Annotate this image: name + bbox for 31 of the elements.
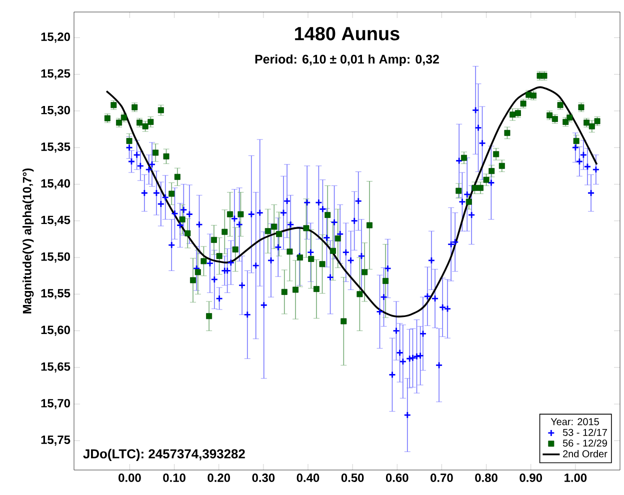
legend-label: 56 - 12/29 [562,439,607,447]
y-tick-label: 15,55 [41,289,70,300]
text: 1480 Aunus [295,26,400,40]
x-tick-label: 0.60 [386,474,408,482]
x-tick-label: 0.10 [163,474,186,482]
y-tick-label: 15,70 [41,398,70,410]
x-tick-label: 0.90 [520,474,542,482]
y-tick-label: 15,45 [41,216,70,226]
y-tick-label: 15,75 [41,436,70,446]
y-tick-label: 15,35 [41,142,70,153]
x-tick-label: 0.20 [208,474,230,482]
x-tick-label: 0.50 [341,474,364,482]
y-tick-label: 15,60 [41,326,70,336]
x-tick-label: 0.30 [252,474,275,482]
x-tick-label: 0.40 [296,474,320,482]
x-tick-label: 0.80 [475,474,498,482]
x-tick-label: 0.00 [118,474,141,482]
legend-label: 2nd Order [563,450,608,458]
y-axis-title: Magnitude(V) alpha(10,7°) [22,168,34,314]
legend-label: 53 - 12/17 [562,428,607,436]
y-tick-label: 15,40 [41,179,70,190]
y-tick-label: 15,20 [41,32,70,43]
x-tick-label: 1.00 [564,474,587,482]
x-tick-label: 0.70 [430,474,453,482]
legend-title: Year: 2015 [550,418,599,426]
y-tick-label: 15,30 [41,106,70,116]
y-tick-label: 15,50 [41,252,70,263]
y-tick-label: 15,25 [41,69,70,80]
text: Period: 6,10 ± 0,01 h Amp: 0,32 [255,54,439,66]
y-tick-label: 15,65 [41,362,70,373]
annotation: JDo(LTC): 2457374,393282 [83,448,245,461]
